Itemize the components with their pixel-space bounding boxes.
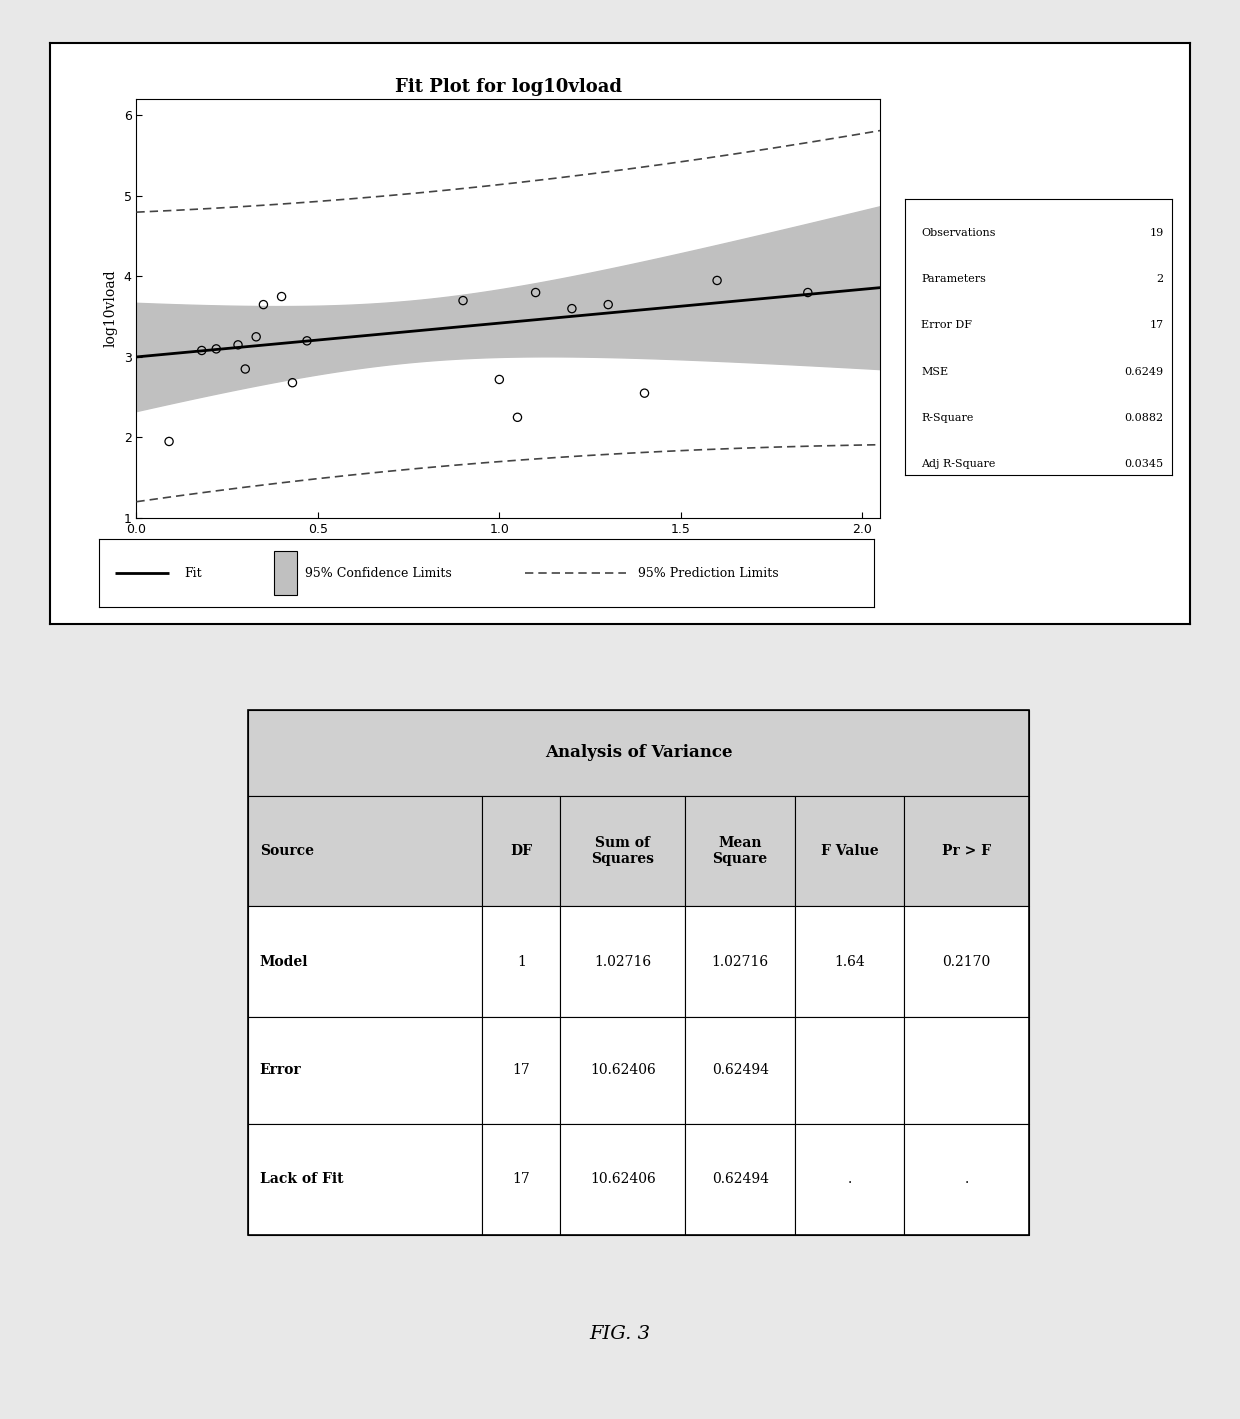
Text: 10.62406: 10.62406: [590, 1063, 656, 1077]
Text: Pr > F: Pr > F: [942, 844, 991, 858]
Bar: [686, 1016, 795, 1124]
Point: [490, 368, 510, 390]
Point: [797, 281, 817, 304]
Bar: [560, 796, 686, 907]
Bar: [248, 1124, 482, 1235]
Bar: [686, 796, 795, 907]
Bar: [904, 907, 1029, 1016]
Bar: [904, 1016, 1029, 1124]
Text: Source: Source: [259, 844, 314, 858]
Text: Fit: Fit: [185, 566, 202, 580]
Text: R-Square: R-Square: [921, 413, 973, 423]
Bar: [686, 1124, 795, 1235]
Text: 1.02716: 1.02716: [594, 955, 651, 969]
Text: 0.0882: 0.0882: [1125, 413, 1164, 423]
Point: [253, 294, 273, 316]
Text: 0.62494: 0.62494: [712, 1063, 769, 1077]
Text: Error: Error: [259, 1063, 301, 1077]
Text: 17: 17: [1149, 321, 1164, 331]
Text: 1: 1: [517, 955, 526, 969]
Text: .: .: [847, 1172, 852, 1186]
Text: 19: 19: [1149, 228, 1164, 238]
Text: Parameters: Parameters: [921, 274, 986, 284]
Text: 17: 17: [512, 1063, 531, 1077]
Text: Lack of Fit: Lack of Fit: [259, 1172, 343, 1186]
Bar: [904, 796, 1029, 907]
Point: [707, 270, 727, 292]
Bar: [795, 1124, 904, 1235]
Text: 1.02716: 1.02716: [712, 955, 769, 969]
Point: [192, 339, 212, 362]
Text: Fit Plot for log10vload: Fit Plot for log10vload: [394, 78, 622, 96]
Bar: [795, 907, 904, 1016]
Text: 1.64: 1.64: [835, 955, 864, 969]
Text: 0.2170: 0.2170: [942, 955, 991, 969]
Bar: [482, 1016, 560, 1124]
Text: 0.0345: 0.0345: [1125, 458, 1164, 468]
Bar: [482, 1124, 560, 1235]
Text: FIG. 3: FIG. 3: [589, 1325, 651, 1342]
Bar: [248, 1016, 482, 1124]
Point: [159, 430, 179, 453]
Text: 10.62406: 10.62406: [590, 1172, 656, 1186]
Point: [206, 338, 226, 360]
Bar: [686, 907, 795, 1016]
Point: [598, 294, 618, 316]
Bar: [560, 1124, 686, 1235]
FancyBboxPatch shape: [274, 552, 296, 595]
Text: 17: 17: [512, 1172, 531, 1186]
Point: [635, 382, 655, 404]
Point: [298, 329, 317, 352]
Point: [507, 406, 527, 429]
Bar: [248, 796, 482, 907]
Point: [453, 289, 472, 312]
Text: Observations: Observations: [921, 228, 996, 238]
Bar: [248, 710, 1029, 796]
Bar: [560, 1016, 686, 1124]
Text: 0.6249: 0.6249: [1125, 366, 1164, 376]
Text: Sum of
Squares: Sum of Squares: [591, 836, 655, 867]
Text: Analysis of Variance: Analysis of Variance: [544, 745, 733, 762]
Text: Model: Model: [259, 955, 309, 969]
Y-axis label: log10vload: log10vload: [104, 270, 118, 348]
Text: Adj R-Square: Adj R-Square: [921, 458, 996, 468]
Point: [236, 358, 255, 380]
Bar: [560, 907, 686, 1016]
Text: 95% Confidence Limits: 95% Confidence Limits: [305, 566, 451, 580]
Bar: [795, 796, 904, 907]
Text: F Value: F Value: [821, 844, 878, 858]
Text: Error DF: Error DF: [921, 321, 972, 331]
Bar: [248, 907, 482, 1016]
Point: [247, 325, 267, 348]
Point: [272, 285, 291, 308]
Bar: [482, 796, 560, 907]
Bar: [904, 1124, 1029, 1235]
Text: DF: DF: [511, 844, 532, 858]
Text: 0.62494: 0.62494: [712, 1172, 769, 1186]
X-axis label: absorbance: absorbance: [467, 542, 549, 555]
Bar: [795, 1016, 904, 1124]
Text: 2: 2: [1157, 274, 1164, 284]
Text: MSE: MSE: [921, 366, 949, 376]
Bar: [482, 907, 560, 1016]
Text: 95% Prediction Limits: 95% Prediction Limits: [637, 566, 779, 580]
Text: .: .: [965, 1172, 968, 1186]
Point: [562, 298, 582, 321]
Point: [283, 372, 303, 394]
Point: [228, 333, 248, 356]
Point: [526, 281, 546, 304]
Text: Mean
Square: Mean Square: [713, 836, 768, 867]
